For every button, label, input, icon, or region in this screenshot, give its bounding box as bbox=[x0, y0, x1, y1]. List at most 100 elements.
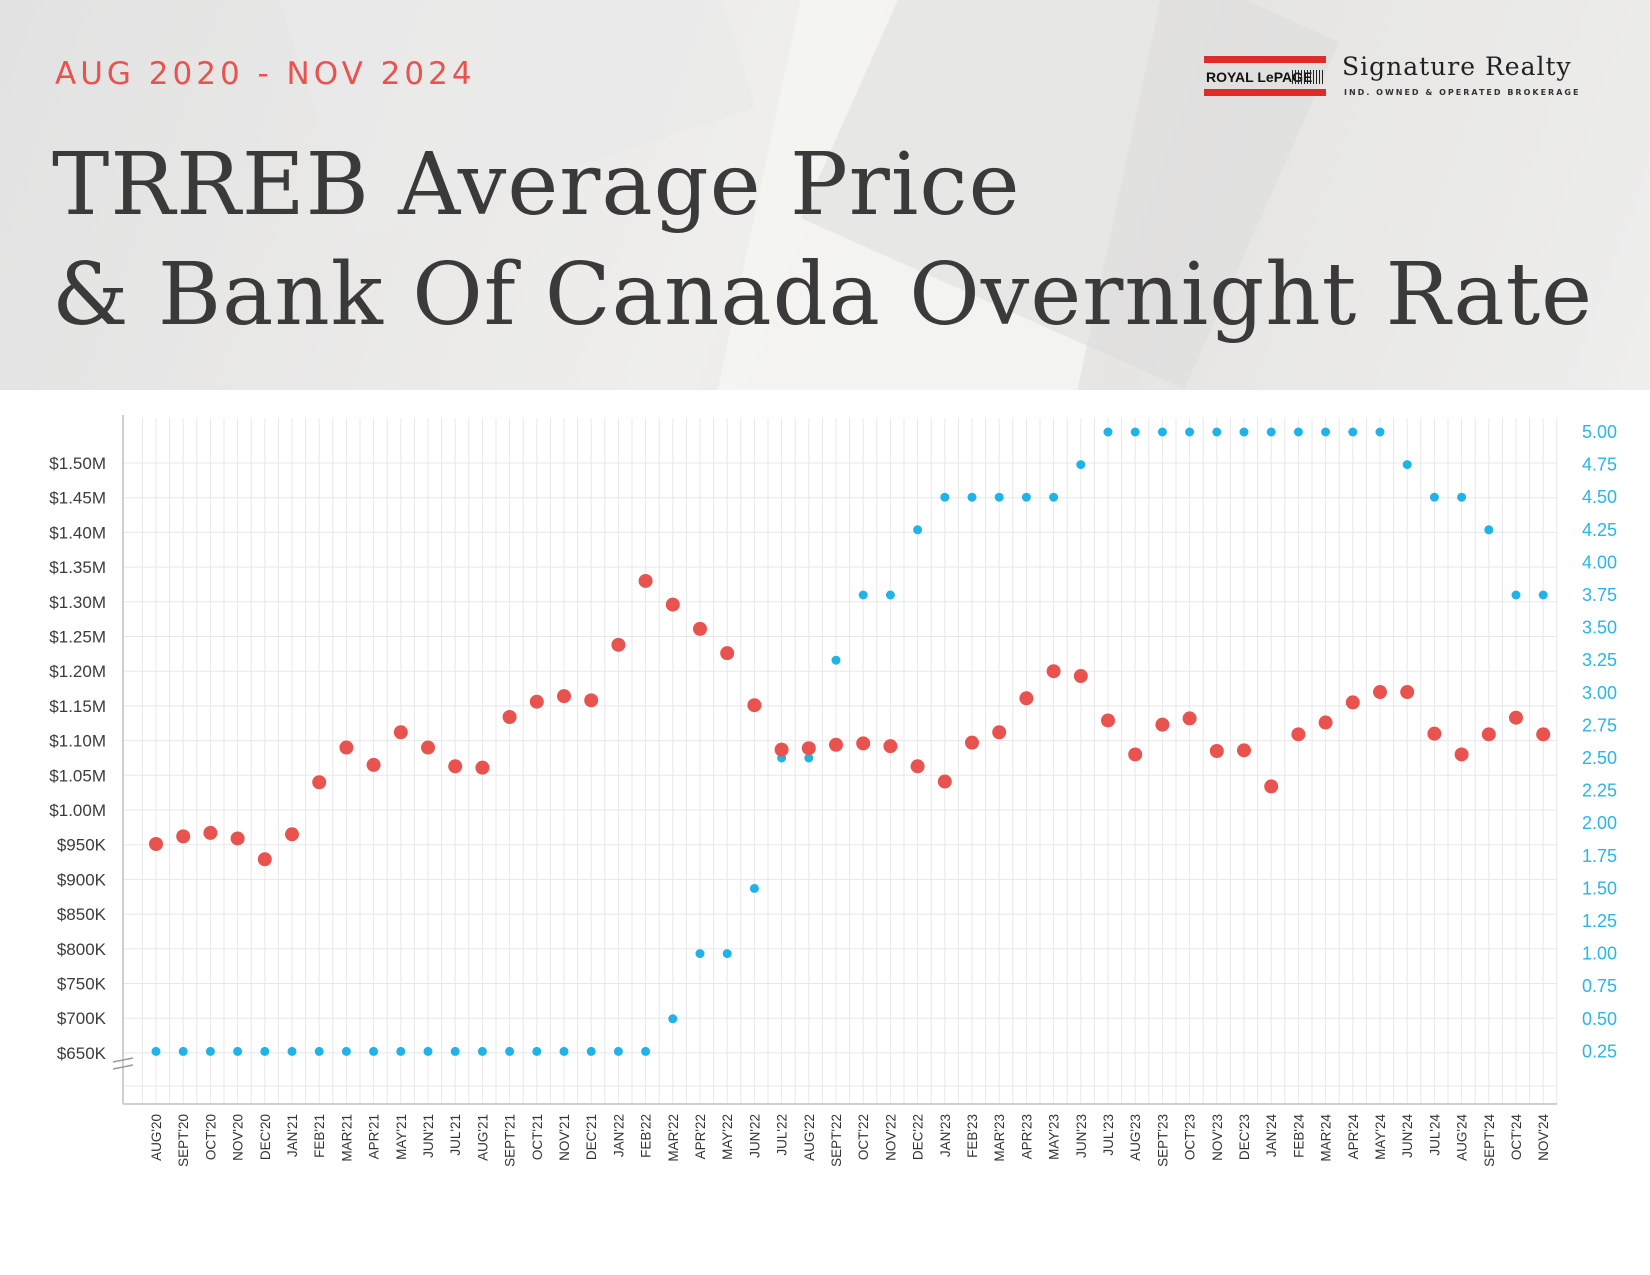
price-point bbox=[801, 741, 816, 756]
price-point bbox=[176, 829, 191, 844]
x-axis-ticks: AUG'20 SEPT'20 OCT'20 NOV'20 DEC'20 JAN'21 FEB… bbox=[149, 1114, 1551, 1167]
left-tick-label: $900K bbox=[57, 870, 107, 889]
x-tick-label: SEPT'24 bbox=[1482, 1114, 1497, 1167]
x-tick-label: NOV'23 bbox=[1210, 1114, 1225, 1161]
price-point bbox=[1536, 727, 1551, 742]
left-tick-label: $1.50M bbox=[49, 454, 106, 473]
rate-point bbox=[1321, 427, 1331, 437]
x-tick-label: AUG'20 bbox=[149, 1114, 164, 1161]
price-point bbox=[421, 740, 435, 755]
x-tick-label: JAN'21 bbox=[285, 1114, 300, 1157]
price-point bbox=[557, 689, 571, 704]
price-point bbox=[366, 757, 381, 772]
right-tick-label: 1.75 bbox=[1582, 846, 1617, 866]
price-point bbox=[1427, 726, 1442, 741]
left-tick-label: $1.10M bbox=[49, 732, 106, 751]
x-tick-label: FEB'23 bbox=[965, 1114, 980, 1158]
rate-point bbox=[1429, 492, 1439, 502]
rate-point bbox=[151, 1046, 161, 1056]
right-tick-label: 2.75 bbox=[1582, 715, 1617, 735]
rate-point bbox=[205, 1046, 215, 1056]
x-tick-label: JAN'24 bbox=[1264, 1114, 1279, 1158]
price-point bbox=[856, 736, 871, 751]
rate-point bbox=[1103, 427, 1113, 437]
brand-tagline: IND. OWNED & OPERATED BROKERAGE bbox=[1344, 88, 1581, 97]
rate-point bbox=[1021, 492, 1031, 502]
rate-point bbox=[1375, 427, 1385, 437]
right-tick-label: 2.25 bbox=[1582, 781, 1617, 801]
x-tick-label: NOV'22 bbox=[883, 1114, 898, 1161]
price-point bbox=[529, 694, 544, 709]
rate-point bbox=[994, 492, 1004, 502]
x-tick-label: DEC'21 bbox=[584, 1114, 599, 1160]
right-tick-label: 3.50 bbox=[1582, 618, 1617, 638]
rate-point bbox=[1076, 460, 1086, 470]
rate-point bbox=[1348, 427, 1358, 437]
x-tick-label: OCT'22 bbox=[856, 1114, 871, 1160]
grid bbox=[123, 418, 1558, 1104]
rate-point bbox=[1511, 590, 1521, 600]
price-point bbox=[149, 837, 163, 852]
x-tick-label: AUG'22 bbox=[802, 1114, 817, 1161]
price-point bbox=[665, 597, 680, 612]
price-point bbox=[1264, 779, 1279, 794]
left-tick-label: $1.40M bbox=[49, 523, 106, 542]
rate-point bbox=[885, 590, 895, 600]
page-title-line-2: & Bank Of Canada Overnight Rate bbox=[52, 245, 1594, 345]
rate-point bbox=[260, 1046, 270, 1056]
price-point bbox=[1291, 727, 1306, 742]
left-tick-label: $1.20M bbox=[49, 662, 106, 681]
rate-point bbox=[477, 1046, 487, 1056]
right-tick-label: 4.50 bbox=[1582, 487, 1617, 507]
right-tick-label: 0.50 bbox=[1582, 1009, 1617, 1029]
price-point bbox=[257, 852, 272, 867]
x-tick-label: MAY'24 bbox=[1373, 1114, 1388, 1160]
x-tick-label: SEPT'23 bbox=[1155, 1114, 1170, 1167]
x-tick-label: APR'24 bbox=[1346, 1114, 1361, 1160]
right-tick-label: 3.00 bbox=[1582, 683, 1617, 703]
price-point bbox=[1101, 713, 1115, 728]
price-point bbox=[1345, 695, 1360, 710]
rate-point bbox=[341, 1046, 351, 1056]
x-tick-label: NOV'21 bbox=[557, 1114, 572, 1161]
right-axis-ticks: 0.25 0.50 0.75 1.00 1.25 1.50 1.75 2.00 2.25 2.50… bbox=[1582, 422, 1617, 1061]
x-tick-label: JUN'23 bbox=[1074, 1114, 1089, 1158]
price-point bbox=[910, 759, 925, 774]
x-tick-label: DEC'23 bbox=[1237, 1114, 1252, 1160]
x-tick-label: OCT'20 bbox=[203, 1114, 218, 1160]
left-tick-label: $1.05M bbox=[49, 766, 106, 785]
x-tick-label: MAR'24 bbox=[1319, 1114, 1334, 1162]
x-tick-label: JUN'24 bbox=[1400, 1114, 1415, 1158]
page-title-line-1: TRREB Average Price bbox=[52, 135, 1021, 235]
x-tick-label: FEB'21 bbox=[312, 1114, 327, 1158]
rate-point bbox=[641, 1046, 651, 1056]
rate-point bbox=[1538, 590, 1548, 600]
x-tick-label: JAN'23 bbox=[938, 1114, 953, 1157]
price-point bbox=[285, 827, 299, 842]
left-tick-label: $1.00M bbox=[49, 801, 106, 820]
x-tick-label: JUL'24 bbox=[1427, 1114, 1442, 1156]
right-tick-label: 1.50 bbox=[1582, 878, 1617, 898]
left-tick-label: $1.25M bbox=[49, 628, 106, 647]
rate-series bbox=[151, 427, 1548, 1056]
x-tick-label: SEPT'21 bbox=[503, 1114, 518, 1167]
right-tick-label: 2.50 bbox=[1582, 748, 1617, 768]
price-point bbox=[1481, 727, 1496, 742]
price-point bbox=[203, 825, 218, 840]
left-tick-label: $750K bbox=[57, 975, 107, 994]
price-point bbox=[1373, 685, 1387, 700]
rate-point bbox=[913, 525, 923, 535]
price-point bbox=[312, 775, 327, 790]
price-point bbox=[1073, 669, 1088, 684]
rate-point bbox=[1130, 427, 1140, 437]
brand-name: Signature Realty bbox=[1342, 52, 1572, 81]
axis-break-mark bbox=[112, 1057, 134, 1063]
rate-point bbox=[967, 492, 977, 502]
x-tick-label: APR'21 bbox=[367, 1114, 382, 1159]
x-tick-label: MAY'22 bbox=[720, 1114, 735, 1160]
rate-point bbox=[450, 1046, 460, 1056]
price-point bbox=[937, 774, 952, 789]
price-point bbox=[448, 759, 463, 774]
left-tick-label: $850K bbox=[57, 905, 107, 924]
x-tick-label: MAR'21 bbox=[339, 1114, 354, 1162]
